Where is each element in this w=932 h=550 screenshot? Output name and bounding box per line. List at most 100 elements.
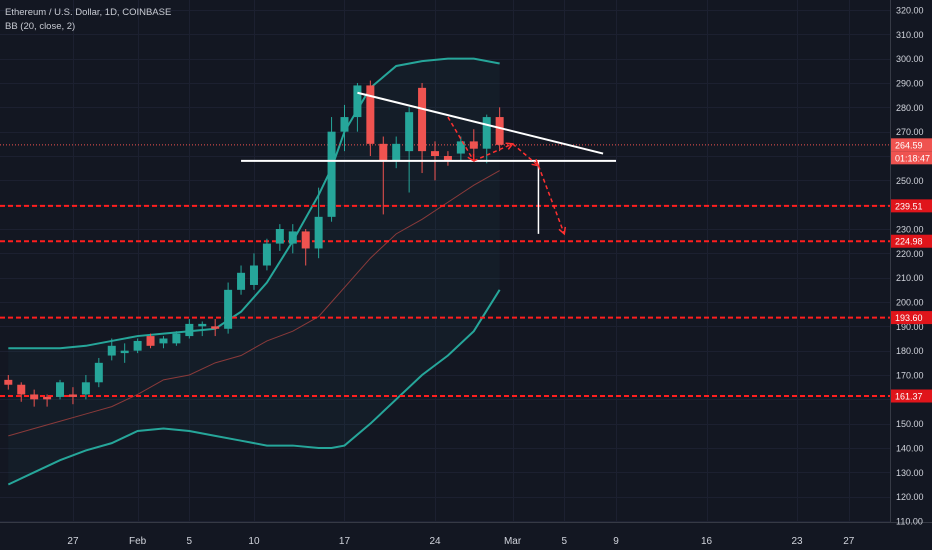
time-tick-label: Feb <box>129 536 147 547</box>
candle-bullish[interactable] <box>107 345 116 356</box>
time-tick-label: 17 <box>339 536 351 547</box>
bollinger-upper-band <box>8 57 500 350</box>
candle-bearish[interactable] <box>17 384 26 395</box>
price-tick-label: 110.00 <box>896 517 923 527</box>
projection-arrowhead <box>558 226 567 236</box>
price-tick-label: 130.00 <box>896 468 924 478</box>
price-axis[interactable]: 110.00 120.00 130.00 140.00 150.00 170.00 180.… <box>896 6 924 527</box>
countdown-label-background <box>891 151 932 165</box>
level-price-label-background <box>891 389 932 403</box>
candle-bearish[interactable] <box>418 87 427 152</box>
horizontal-levels[interactable] <box>0 144 890 397</box>
drawings[interactable] <box>241 91 617 236</box>
projection-path-segment[interactable] <box>512 143 539 167</box>
candle-bearish[interactable] <box>379 143 388 161</box>
candle-bearish[interactable] <box>469 141 478 149</box>
time-tick-label: 27 <box>843 536 855 547</box>
price-tick-label: 170.00 <box>896 371 924 381</box>
candle-bullish[interactable] <box>456 141 465 154</box>
candle-bearish[interactable] <box>43 396 52 400</box>
candle-bullish[interactable] <box>94 362 103 383</box>
level-price-label: 193.60 <box>895 313 923 323</box>
last-price-label-background <box>891 138 932 152</box>
candle-bullish[interactable] <box>133 340 142 351</box>
projection-path-segment[interactable] <box>447 116 475 162</box>
candle-bullish[interactable] <box>392 143 401 161</box>
bollinger-lower-band <box>7 289 501 486</box>
level-price-label-background <box>891 311 932 325</box>
time-axis[interactable]: 27 Feb 5 10 17 24 Mar 5 9 16 23 27 <box>67 536 854 547</box>
candle-bearish[interactable] <box>495 117 504 145</box>
time-tick-label: 5 <box>187 536 193 547</box>
candle-bullish[interactable] <box>288 231 297 244</box>
candle-bearish[interactable] <box>68 394 77 397</box>
symbol-title[interactable]: Ethereum / U.S. Dollar, 1D, COINBASE <box>5 7 172 18</box>
price-tick-label: 180.00 <box>896 346 924 356</box>
price-tick-label: 290.00 <box>896 79 924 89</box>
price-axis-labels: 264.59 239.51 224.98 193.60 161.37 01:18:47 <box>891 138 932 403</box>
chart-legend: Ethereum / U.S. Dollar, 1D, COINBASE BB … <box>5 6 171 33</box>
candle-bearish[interactable] <box>30 394 39 400</box>
candle-bullish[interactable] <box>56 382 65 397</box>
countdown-label: 01:18:47 <box>895 153 930 163</box>
candle-bullish[interactable] <box>237 272 246 290</box>
candle-bullish[interactable] <box>198 323 207 327</box>
candle-bullish[interactable] <box>120 350 129 354</box>
price-tick-label: 320.00 <box>896 6 924 16</box>
candle-bearish[interactable] <box>431 151 439 156</box>
last-price-label: 264.59 <box>895 140 923 150</box>
candle-bearish[interactable] <box>443 156 452 161</box>
candle-bullish[interactable] <box>249 265 258 285</box>
candle-bullish[interactable] <box>224 289 233 329</box>
level-price-label-background <box>891 234 932 248</box>
price-tick-label: 250.00 <box>896 176 924 186</box>
candle-bullish[interactable] <box>314 216 323 249</box>
candle-bearish[interactable] <box>301 231 310 249</box>
price-tick-label: 200.00 <box>896 298 924 308</box>
time-tick-label: 5 <box>562 536 568 547</box>
projection-path-segment[interactable] <box>473 143 513 162</box>
price-tick-label: 230.00 <box>896 225 924 235</box>
candle-bearish[interactable] <box>366 85 375 144</box>
candle-bullish[interactable] <box>327 131 336 217</box>
time-tick-label: Mar <box>504 536 522 547</box>
candle-bullish[interactable] <box>275 229 284 244</box>
time-tick-label: 23 <box>791 536 803 547</box>
candle-bearish[interactable] <box>4 379 13 385</box>
price-tick-label: 210.00 <box>896 273 924 283</box>
candle-bullish[interactable] <box>159 338 168 344</box>
indicator-title[interactable]: BB (20, close, 2) <box>5 20 76 32</box>
candle-bullish[interactable] <box>353 85 362 118</box>
candle-bullish[interactable] <box>172 333 181 344</box>
time-tick-label: 10 <box>248 536 260 547</box>
candle-bearish[interactable] <box>146 336 155 346</box>
candle-bullish[interactable] <box>262 243 271 266</box>
candle-bullish[interactable] <box>482 117 491 149</box>
bollinger-bands <box>7 57 501 486</box>
candle-bullish[interactable] <box>81 382 90 395</box>
time-tick-label: 24 <box>429 536 441 547</box>
level-price-label: 224.98 <box>895 237 923 247</box>
price-tick-label: 270.00 <box>896 127 924 137</box>
time-tick-label: 16 <box>701 536 713 547</box>
level-price-label: 161.37 <box>895 391 923 401</box>
price-tick-label: 310.00 <box>896 30 924 40</box>
bollinger-band-fill <box>8 58 500 485</box>
level-price-label: 239.51 <box>895 201 923 211</box>
candle-bullish[interactable] <box>340 117 349 132</box>
grid <box>0 0 890 522</box>
candles[interactable] <box>4 80 504 407</box>
projection-path-segment[interactable] <box>537 165 566 235</box>
price-tick-label: 220.00 <box>896 249 924 259</box>
time-tick-label: 9 <box>613 536 619 547</box>
price-tick-label: 300.00 <box>896 54 924 64</box>
candle-bullish[interactable] <box>185 323 194 337</box>
candle-bearish[interactable] <box>211 326 220 329</box>
price-tick-label: 120.00 <box>896 492 924 502</box>
price-tick-label: 140.00 <box>896 444 924 454</box>
descending-trendline[interactable] <box>357 91 604 155</box>
time-tick-label: 27 <box>67 536 79 547</box>
candle-bullish[interactable] <box>405 112 414 152</box>
